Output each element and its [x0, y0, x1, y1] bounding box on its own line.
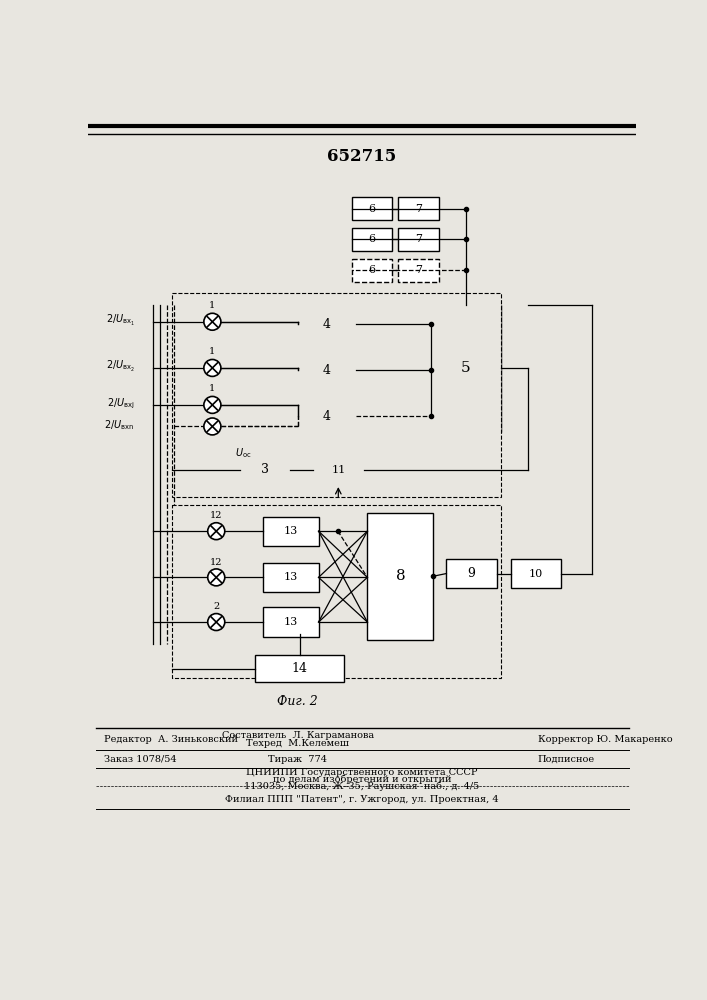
- Text: 2: 2: [213, 602, 219, 611]
- Text: Заказ 1078/54: Заказ 1078/54: [104, 755, 177, 764]
- Text: 6: 6: [368, 265, 375, 275]
- Text: 5: 5: [461, 361, 471, 375]
- Text: Филиал ППП "Патент", г. Ужгород, ул. Проектная, 4: Филиал ППП "Патент", г. Ужгород, ул. Про…: [225, 795, 498, 804]
- Bar: [352, 228, 392, 251]
- Bar: [398, 228, 438, 251]
- Text: Подписное: Подписное: [538, 755, 595, 764]
- Text: 14: 14: [291, 662, 308, 675]
- Text: $2/U_{\rm вх_2}$: $2/U_{\rm вх_2}$: [105, 359, 135, 374]
- Bar: [263, 517, 319, 546]
- Text: 113035, Москва, Ж–35, Раушская  наб., д. 4/5: 113035, Москва, Ж–35, Раушская наб., д. …: [245, 781, 479, 791]
- Circle shape: [208, 569, 225, 586]
- Bar: [240, 455, 290, 484]
- Text: 6: 6: [368, 234, 375, 244]
- Text: $2/U_{\rm вхn}$: $2/U_{\rm вхn}$: [105, 418, 135, 432]
- Text: 12: 12: [210, 511, 223, 520]
- Text: 652715: 652715: [327, 148, 397, 165]
- Text: 7: 7: [415, 234, 422, 244]
- Bar: [298, 401, 356, 432]
- Circle shape: [208, 523, 225, 540]
- Bar: [352, 197, 392, 220]
- Text: Редактор  А. Зиньковский: Редактор А. Зиньковский: [104, 735, 238, 744]
- Bar: [298, 309, 356, 339]
- Bar: [172, 293, 501, 497]
- Bar: [313, 455, 363, 484]
- Text: 9: 9: [467, 567, 476, 580]
- Text: 13: 13: [284, 526, 298, 536]
- Bar: [298, 355, 356, 386]
- Text: по делам изобретений и открытий: по делам изобретений и открытий: [273, 774, 451, 784]
- Text: $2/U_{\rm вхj}$: $2/U_{\rm вхj}$: [107, 396, 135, 411]
- Text: 4: 4: [322, 364, 331, 377]
- Text: 1: 1: [209, 301, 216, 310]
- Text: 12: 12: [210, 558, 223, 567]
- Bar: [368, 513, 433, 640]
- Text: Корректор Ю. Макаренко: Корректор Ю. Макаренко: [538, 735, 672, 744]
- Bar: [263, 563, 319, 592]
- Text: $U_{\rm ос}$: $U_{\rm ос}$: [235, 446, 252, 460]
- Text: 6: 6: [368, 204, 375, 214]
- Text: Составитель  Л. Каграманова: Составитель Л. Каграманова: [221, 731, 374, 740]
- Bar: [510, 559, 561, 588]
- Text: Фиг. 2: Фиг. 2: [277, 695, 318, 708]
- Bar: [352, 259, 392, 282]
- Text: 4: 4: [322, 318, 331, 331]
- Text: 7: 7: [415, 204, 422, 214]
- Text: 7: 7: [415, 265, 422, 275]
- Text: Техред  М.Келемеш: Техред М.Келемеш: [246, 739, 349, 748]
- Text: Тираж  774: Тираж 774: [268, 755, 327, 764]
- Circle shape: [208, 614, 225, 631]
- Bar: [398, 197, 438, 220]
- Bar: [431, 305, 501, 432]
- Text: 13: 13: [284, 572, 298, 582]
- Circle shape: [204, 313, 221, 330]
- Text: 3: 3: [261, 463, 269, 476]
- Text: 13: 13: [284, 617, 298, 627]
- Text: 1: 1: [209, 347, 216, 356]
- Text: 10: 10: [529, 569, 543, 579]
- Text: ЦНИИПИ Государственного комитета СССР: ЦНИИПИ Государственного комитета СССР: [246, 768, 478, 777]
- Bar: [172, 505, 501, 678]
- Text: 8: 8: [395, 569, 405, 583]
- Text: 4: 4: [322, 410, 331, 423]
- Circle shape: [204, 418, 221, 435]
- Bar: [398, 259, 438, 282]
- Bar: [263, 607, 319, 637]
- Bar: [255, 655, 344, 682]
- Circle shape: [204, 396, 221, 413]
- Bar: [446, 559, 497, 588]
- Text: 11: 11: [331, 465, 346, 475]
- Text: 1: 1: [209, 384, 216, 393]
- Circle shape: [204, 359, 221, 376]
- Text: $2/U_{\rm вх_1}$: $2/U_{\rm вх_1}$: [105, 313, 135, 328]
